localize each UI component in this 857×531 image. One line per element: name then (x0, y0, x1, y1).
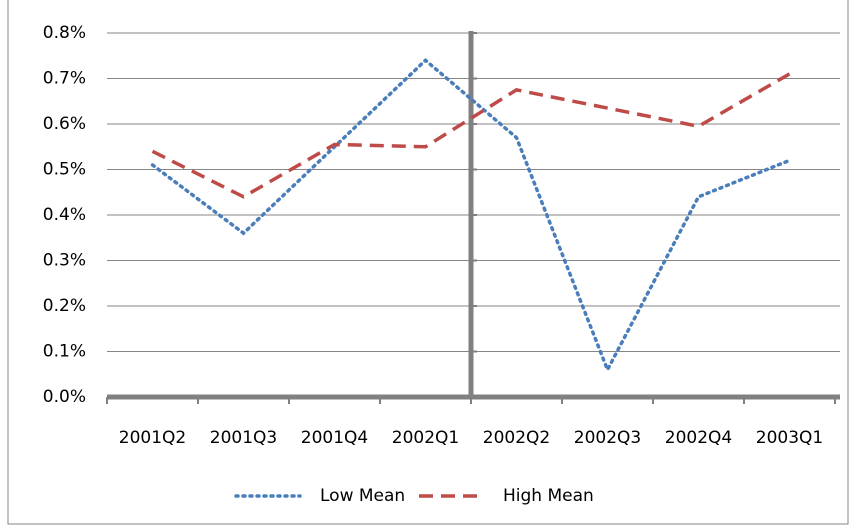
chart-frame (7, 0, 849, 525)
line-series (150, 57, 792, 374)
y-tick-label: 0.6% (43, 114, 86, 134)
y-tick-label: 0.1% (43, 342, 86, 362)
x-tick-label: 2003Q1 (756, 428, 823, 448)
x-tick-label: 2001Q2 (119, 428, 186, 448)
y-tick-label: 0.2% (43, 296, 86, 316)
y-tick-label: 0.7% (43, 69, 86, 89)
x-tick-label: 2002Q3 (574, 428, 641, 448)
legend-label: High Mean (503, 486, 594, 506)
x-tick-label: 2001Q3 (210, 428, 277, 448)
x-tick-label: 2002Q4 (665, 428, 732, 448)
y-tick-label: 0.5% (43, 160, 86, 180)
x-tick-label: 2002Q2 (483, 428, 550, 448)
y-tick-label: 0.3% (43, 251, 86, 271)
x-tick-label: 2001Q4 (301, 428, 368, 448)
legend-label: Low Mean (320, 486, 405, 506)
line-series (151, 72, 791, 199)
y-tick-label: 0.4% (43, 205, 86, 225)
y-tick-label: 0.0% (43, 387, 86, 407)
x-tick-label: 2002Q1 (392, 428, 459, 448)
y-tick-label: 0.8% (43, 23, 86, 43)
